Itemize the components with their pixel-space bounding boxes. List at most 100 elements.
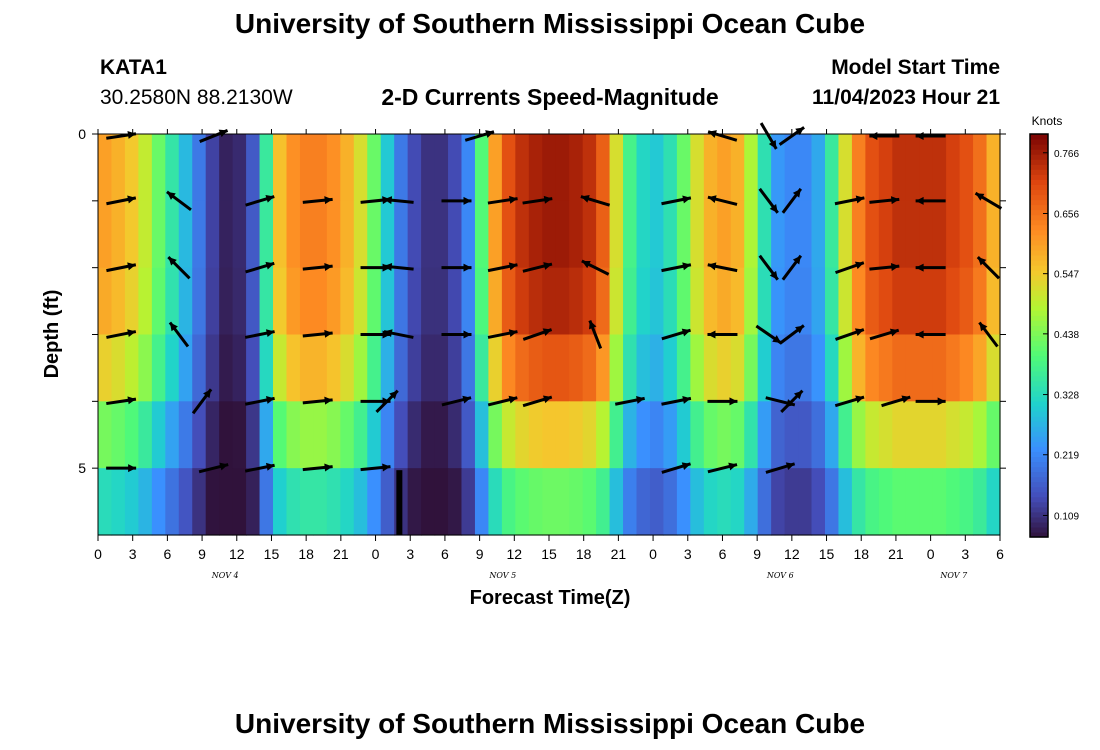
current-arrow <box>244 396 275 406</box>
heatmap-cell <box>178 200 193 269</box>
heatmap-cell <box>649 200 665 269</box>
heatmap-cell <box>461 267 476 336</box>
y-tick-label: 0 <box>78 126 86 142</box>
heatmap-cell <box>178 401 193 469</box>
current-arrows <box>106 122 1003 474</box>
heatmap-cell <box>367 334 382 402</box>
heatmap-cell <box>730 267 745 336</box>
heatmap-cell <box>663 468 678 536</box>
heatmap-cell <box>892 200 907 269</box>
heatmap-cell <box>246 200 261 269</box>
current-arrow <box>383 196 414 205</box>
heatmap-cell <box>501 334 516 402</box>
heatmap-cell <box>757 134 772 202</box>
heatmap-cell <box>744 200 759 269</box>
heatmap-cell <box>528 334 543 402</box>
heatmap-cell <box>542 200 557 269</box>
heatmap-cell <box>192 200 207 269</box>
colorbar-segment <box>1030 264 1048 271</box>
heatmap-cell <box>111 267 126 336</box>
colorbar-segment <box>1030 451 1048 457</box>
heatmap-cell <box>892 401 907 469</box>
colorbar-segment <box>1030 340 1048 347</box>
heatmap-cell <box>192 134 207 202</box>
heatmap-cell <box>286 134 301 202</box>
heatmap-cell <box>636 134 651 202</box>
heatmap-cell <box>932 468 947 536</box>
heatmap-cell <box>246 267 261 336</box>
heatmap-cell <box>878 200 893 269</box>
heatmap-cell <box>232 468 247 536</box>
x-axis-label: Forecast Time(Z) <box>470 587 631 609</box>
colorbar-segment <box>1030 219 1048 226</box>
heatmap-cell <box>313 401 328 469</box>
colorbar-segment <box>1030 204 1048 211</box>
colorbar-segment <box>1030 244 1048 251</box>
heatmap-cell <box>636 334 651 402</box>
heatmap-cell <box>313 468 328 536</box>
current-arrow <box>106 195 137 206</box>
heatmap-cell <box>542 468 557 536</box>
chart-subtitle: 2-D Currents Speed-Magnitude <box>381 84 719 110</box>
colorbar-segment <box>1030 411 1048 417</box>
colorbar-segment <box>1030 461 1048 468</box>
colorbar-segment <box>1030 285 1048 291</box>
current-arrow <box>661 462 692 474</box>
x-tick-label: 3 <box>961 546 969 562</box>
heatmap-cell <box>434 134 449 202</box>
heatmap-cell <box>905 401 920 469</box>
heatmap-cell <box>542 134 557 202</box>
heatmap-cell <box>690 334 705 402</box>
colorbar-segment <box>1030 174 1048 180</box>
heatmap-cell <box>488 401 503 469</box>
colorbar-segment <box>1030 139 1048 145</box>
colorbar: 0.109 0.219 0.328 0.438 0.547 0.656 0.766 <box>1029 133 1079 538</box>
colorbar-segment <box>1030 426 1048 432</box>
heatmap-cell <box>623 468 638 536</box>
heatmap-cell <box>219 200 234 269</box>
x-tick-label: 6 <box>163 546 171 562</box>
current-arrow <box>765 462 796 474</box>
heatmap-cell <box>609 134 624 202</box>
current-arrow <box>780 389 804 414</box>
heatmap-cell <box>730 134 745 202</box>
heatmap-cell <box>326 134 341 202</box>
current-arrow <box>915 196 946 205</box>
colorbar-segment <box>1030 199 1048 206</box>
colorbar-tick-label: 0.219 <box>1054 451 1079 462</box>
heatmap-cell <box>596 468 611 536</box>
heatmap-cell <box>151 134 166 202</box>
colorbar-segment <box>1030 194 1048 201</box>
heatmap-cell <box>569 267 584 336</box>
heatmap-cell <box>905 267 920 336</box>
heatmap-cell <box>515 334 530 402</box>
heatmap-cell <box>528 267 543 336</box>
heatmap-cell <box>286 334 301 402</box>
current-arrow <box>302 396 333 405</box>
heatmap-cell <box>219 468 234 536</box>
heatmap-cell <box>771 134 786 202</box>
heatmap-cell <box>380 134 395 202</box>
heatmap-cell <box>851 267 866 336</box>
heatmap-cell <box>569 200 584 269</box>
heatmap-cell <box>421 200 436 269</box>
heatmap-cell <box>326 334 341 402</box>
colorbar-segment <box>1030 159 1048 165</box>
colorbar-segment <box>1030 486 1048 493</box>
heatmap-cell <box>246 134 261 202</box>
current-arrow <box>781 187 803 214</box>
heatmap-cell <box>474 401 490 469</box>
station-coords: 30.2580N 88.2130W <box>100 86 293 109</box>
current-arrow <box>106 464 137 473</box>
heatmap-cell <box>824 468 840 536</box>
colorbar-segment <box>1030 290 1048 296</box>
heatmap-cell <box>717 267 732 336</box>
heatmap-cell <box>932 334 947 402</box>
colorbar-segment <box>1030 310 1048 316</box>
day-label: NOV 7 <box>939 571 968 580</box>
heatmap-cell <box>717 401 732 469</box>
heatmap-cell <box>421 468 436 536</box>
heatmap-cell <box>596 334 611 402</box>
current-arrow <box>166 190 192 212</box>
